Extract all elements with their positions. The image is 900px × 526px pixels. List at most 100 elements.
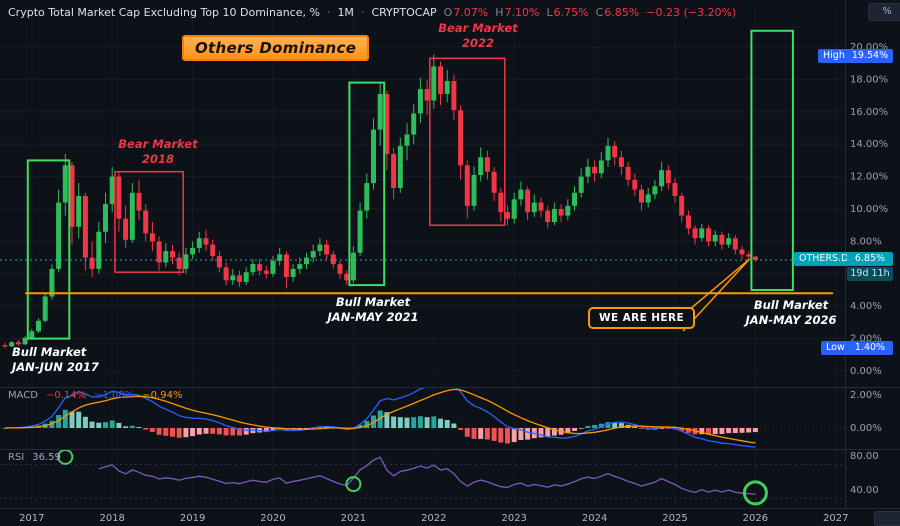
candle-body[interactable] — [330, 254, 336, 265]
price-tick-label[interactable]: 14.00% — [850, 139, 888, 150]
year-label[interactable]: 2025 — [662, 513, 687, 524]
rsi-signal-circle[interactable] — [742, 480, 768, 506]
candle-body[interactable] — [712, 234, 718, 242]
candle-body[interactable] — [598, 160, 604, 174]
candle-body[interactable] — [699, 228, 705, 239]
candle-body[interactable] — [109, 176, 115, 205]
candle-body[interactable] — [143, 210, 149, 234]
candle-body[interactable] — [357, 210, 363, 253]
price-tick-label[interactable]: 0.00% — [850, 366, 882, 377]
candle-body[interactable] — [444, 81, 450, 94]
year-label[interactable]: 2027 — [823, 513, 848, 524]
candle-body[interactable] — [149, 233, 155, 242]
candle-body[interactable] — [29, 331, 35, 338]
bear-market-2018-label[interactable]: Bear Market 2018 — [108, 137, 208, 167]
candle-body[interactable] — [685, 215, 691, 229]
candle-body[interactable] — [478, 157, 484, 175]
candle-body[interactable] — [538, 202, 544, 211]
macd-label[interactable]: MACD — [8, 390, 38, 401]
candle-body[interactable] — [672, 183, 678, 196]
candle-body[interactable] — [263, 270, 269, 274]
candle-body[interactable] — [69, 165, 75, 227]
year-label[interactable]: 2022 — [421, 513, 446, 524]
price-tick-label[interactable]: 4.00% — [850, 301, 882, 312]
bull-market-box[interactable] — [26, 159, 71, 340]
candle-body[interactable] — [397, 145, 403, 188]
bull-market-2017-label[interactable]: Bull Market JAN-JUN 2017 — [12, 345, 112, 375]
candle-body[interactable] — [692, 228, 698, 239]
price-tick-label[interactable]: 18.00% — [850, 74, 888, 85]
candle-body[interactable] — [438, 66, 443, 94]
candle-body[interactable] — [290, 268, 296, 277]
rsi-signal-circle[interactable] — [345, 476, 362, 493]
candle-body[interactable] — [223, 267, 229, 281]
candle-body[interactable] — [377, 94, 383, 130]
candle-body[interactable] — [706, 228, 711, 242]
candle-body[interactable] — [230, 275, 236, 281]
candle-body[interactable] — [250, 264, 256, 273]
candle-body[interactable] — [484, 157, 490, 172]
candle-body[interactable] — [216, 256, 222, 268]
candle-body[interactable] — [659, 170, 665, 187]
candle-body[interactable] — [243, 272, 249, 282]
candle-body[interactable] — [82, 196, 88, 258]
candle-body[interactable] — [572, 192, 577, 206]
rsi-signal-circle[interactable] — [57, 450, 74, 465]
candle-body[interactable] — [391, 153, 397, 188]
candle-body[interactable] — [505, 212, 510, 219]
candle-body[interactable] — [625, 166, 631, 180]
price-tick-label[interactable]: 20.00% — [850, 42, 888, 53]
candle-body[interactable] — [304, 257, 309, 265]
percent-scale-button[interactable]: % — [868, 3, 900, 21]
candle-body[interactable] — [2, 345, 8, 347]
candle-body[interactable] — [371, 129, 376, 184]
candle-body[interactable] — [176, 257, 182, 269]
candle-body[interactable] — [645, 194, 651, 203]
candle-body[interactable] — [752, 256, 758, 261]
candle-body[interactable] — [22, 337, 28, 345]
price-tick-label[interactable]: 10.00% — [850, 204, 888, 215]
candle-body[interactable] — [746, 254, 752, 257]
candle-body[interactable] — [156, 241, 162, 263]
candle-body[interactable] — [56, 202, 62, 269]
rsi-tick-label[interactable]: 80.00 — [850, 451, 879, 462]
macd-tick-label[interactable]: 2.00% — [850, 390, 882, 401]
timeaxis-corner-button[interactable] — [874, 511, 900, 526]
candle-body[interactable] — [639, 189, 644, 203]
candle-body[interactable] — [592, 166, 598, 174]
candle-body[interactable] — [451, 81, 457, 111]
candle-body[interactable] — [203, 238, 209, 245]
candle-body[interactable] — [458, 110, 464, 166]
macd-tick-label[interactable]: 0.00% — [850, 423, 882, 434]
candle-body[interactable] — [558, 209, 564, 216]
candle-body[interactable] — [42, 296, 48, 321]
candle-body[interactable] — [551, 209, 557, 222]
candle-body[interactable] — [62, 165, 68, 203]
candle-body[interactable] — [612, 145, 618, 158]
candle-body[interactable] — [9, 342, 15, 347]
candle-body[interactable] — [257, 264, 263, 271]
bear-market-2022-label[interactable]: Bear Market 2022 — [428, 21, 528, 51]
candle-body[interactable] — [283, 254, 289, 277]
candle-body[interactable] — [511, 199, 517, 219]
price-tick-label[interactable]: 12.00% — [850, 172, 888, 183]
candle-body[interactable] — [525, 189, 531, 213]
candle-body[interactable] — [565, 205, 571, 216]
year-label[interactable]: 2020 — [260, 513, 285, 524]
candle-body[interactable] — [317, 244, 323, 252]
candle-body[interactable] — [726, 238, 732, 245]
candle-body[interactable] — [170, 251, 175, 258]
year-label[interactable]: 2019 — [180, 513, 205, 524]
year-label[interactable]: 2024 — [582, 513, 607, 524]
year-label[interactable]: 2026 — [743, 513, 768, 524]
candle-body[interactable] — [578, 176, 584, 193]
bull-market-box[interactable] — [750, 29, 794, 292]
candle-body[interactable] — [136, 192, 142, 211]
we-are-here-callout[interactable]: WE ARE HERE — [588, 307, 696, 329]
candle-body[interactable] — [237, 275, 242, 282]
price-tick-label[interactable]: 16.00% — [850, 107, 888, 118]
candle-body[interactable] — [732, 238, 738, 250]
candle-body[interactable] — [190, 247, 196, 255]
candle-body[interactable] — [464, 165, 470, 206]
